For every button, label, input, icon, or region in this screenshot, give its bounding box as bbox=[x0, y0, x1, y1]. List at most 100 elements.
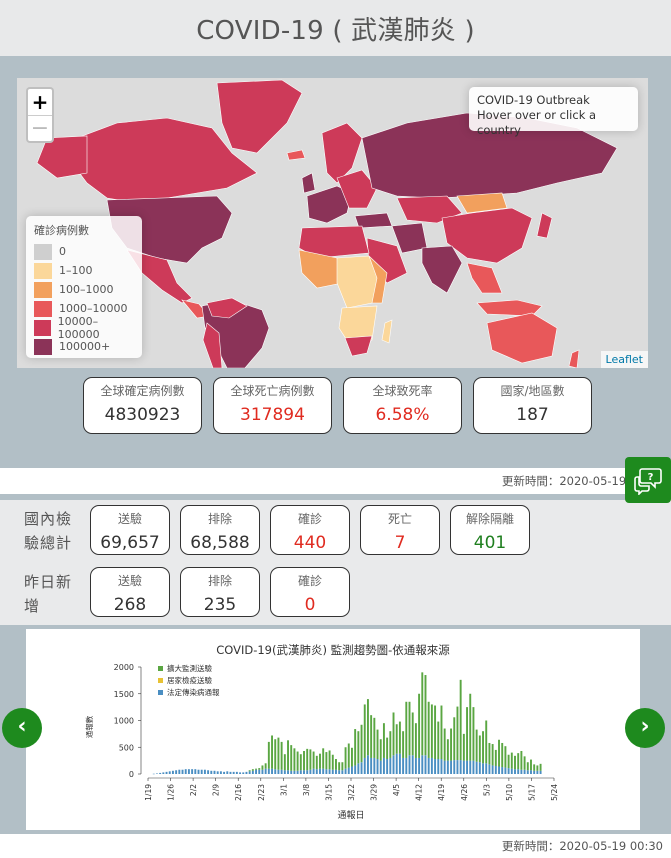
bar-segment bbox=[303, 770, 305, 774]
bar-segment bbox=[533, 764, 536, 771]
bar-segment bbox=[507, 768, 510, 774]
stat-value: 4830923 bbox=[104, 405, 181, 425]
y-axis-label: 通報數 bbox=[84, 715, 94, 738]
greenland bbox=[216, 79, 303, 154]
bar-segment bbox=[178, 769, 181, 774]
bar-segment bbox=[424, 675, 427, 756]
chart-carousel: COVID-19(武漢肺炎) 監測趨勢圖-依通報來源 0 500 1000 1500 20… bbox=[0, 625, 671, 834]
bar-segment bbox=[517, 753, 520, 770]
section-divider bbox=[0, 494, 671, 500]
iceland bbox=[286, 149, 306, 161]
bar-segment bbox=[258, 768, 261, 770]
bar-segment bbox=[293, 770, 296, 774]
y-tick-label: 1000 bbox=[114, 717, 134, 726]
bar-segment bbox=[341, 762, 344, 771]
zoom-control: + − bbox=[26, 87, 54, 143]
bar-segment bbox=[239, 772, 242, 774]
bar-segment bbox=[472, 760, 475, 774]
north-africa bbox=[298, 225, 370, 259]
stat-label: 全球死亡病例數 bbox=[230, 384, 315, 398]
legend-label: 10000–100000 bbox=[57, 314, 100, 341]
stat-value: 7 bbox=[394, 533, 406, 553]
bar-segment bbox=[482, 731, 484, 764]
bar-segment bbox=[357, 731, 360, 764]
bar-segment bbox=[523, 769, 526, 774]
bar-segment bbox=[216, 771, 219, 774]
stat-value: 440 bbox=[293, 533, 327, 553]
western-europe bbox=[306, 185, 353, 224]
bar-segment bbox=[200, 769, 203, 774]
bar-segment bbox=[363, 757, 366, 774]
bar-segment bbox=[207, 770, 210, 774]
carousel-next-button[interactable]: › bbox=[625, 708, 665, 748]
y-tick-label: 1500 bbox=[114, 690, 134, 699]
chat-button[interactable]: ? bbox=[625, 457, 671, 503]
legend-swatch bbox=[34, 300, 52, 317]
legend-label: 100–1000 bbox=[59, 283, 114, 296]
bar-segment bbox=[360, 724, 363, 763]
legend-swatch bbox=[34, 262, 52, 279]
stat-value: 0 bbox=[304, 595, 316, 615]
map-legend: 確診病例數 0 1–100 100–1000 1000–10000 10000–1000… bbox=[26, 216, 142, 358]
stat-value: 401 bbox=[473, 533, 507, 553]
bar-segment bbox=[402, 757, 405, 774]
bar-segment bbox=[510, 752, 513, 769]
bar-segment bbox=[229, 771, 232, 774]
bar-segment bbox=[370, 757, 373, 774]
south-africa bbox=[344, 335, 373, 357]
bar-segment bbox=[283, 770, 286, 774]
yesterday-title: 昨日新 增 bbox=[24, 570, 72, 618]
yesterday-title-line1: 昨日新 bbox=[24, 573, 73, 591]
stat-card: 確診 440 bbox=[270, 505, 350, 555]
stat-value: 6.58% bbox=[375, 405, 430, 425]
info-title: COVID-19 Outbreak bbox=[477, 93, 590, 107]
stat-card: 死亡 7 bbox=[360, 505, 440, 555]
bar-segment bbox=[491, 765, 494, 774]
world-map[interactable]: + − COVID-19 Outbreak Hover over or clic… bbox=[17, 78, 648, 368]
chart-legend-label: 擴大監測送驗 bbox=[167, 663, 212, 673]
bar-segment bbox=[210, 770, 213, 774]
bar-segment bbox=[366, 755, 369, 774]
bar-segment bbox=[469, 693, 472, 761]
bar-segment bbox=[344, 747, 347, 769]
bar-segment bbox=[232, 771, 235, 774]
bar-segment bbox=[427, 701, 430, 758]
zoom-in-button[interactable]: + bbox=[31, 90, 49, 114]
bar-segment bbox=[411, 755, 414, 774]
bar-segment bbox=[488, 764, 491, 774]
eastern-europe bbox=[336, 169, 378, 209]
bar-segment bbox=[475, 729, 478, 762]
bar-segment bbox=[526, 770, 529, 774]
carousel-prev-button[interactable]: ‹ bbox=[2, 708, 42, 748]
bar-segment bbox=[440, 705, 443, 760]
leaflet-attribution-link[interactable]: Leaflet bbox=[600, 351, 648, 368]
bar-segment bbox=[395, 724, 398, 754]
legend-swatch bbox=[34, 243, 52, 260]
bar-segment bbox=[408, 701, 411, 756]
bar-segment bbox=[491, 744, 494, 766]
bar-segment bbox=[370, 715, 373, 758]
bar-segment bbox=[440, 759, 443, 774]
bar-segment bbox=[376, 759, 379, 774]
bar-segment bbox=[456, 706, 459, 761]
stat-card: 全球確定病例數 4830923 bbox=[83, 377, 202, 434]
bar-segment bbox=[395, 753, 398, 774]
bar-segment bbox=[389, 757, 392, 774]
bar-segment bbox=[498, 739, 500, 767]
alaska bbox=[36, 135, 88, 179]
chart-legend-swatch bbox=[158, 690, 163, 695]
bar-segment bbox=[296, 751, 299, 771]
stat-card: 排除 235 bbox=[180, 567, 260, 617]
zoom-out-button[interactable]: − bbox=[28, 115, 52, 141]
bar-segment bbox=[510, 768, 513, 774]
stat-label: 送驗 bbox=[117, 512, 142, 526]
yesterday-title-line2: 增 bbox=[24, 597, 41, 615]
bar-segment bbox=[405, 701, 408, 758]
bar-segment bbox=[402, 731, 405, 758]
bar-segment bbox=[299, 754, 302, 771]
bar-segment bbox=[376, 729, 379, 760]
x-tick-label: 2/9 bbox=[212, 784, 221, 796]
legend-row: 1000–10000 bbox=[34, 299, 134, 318]
bar-segment bbox=[446, 760, 449, 774]
bar-segment bbox=[405, 757, 408, 774]
